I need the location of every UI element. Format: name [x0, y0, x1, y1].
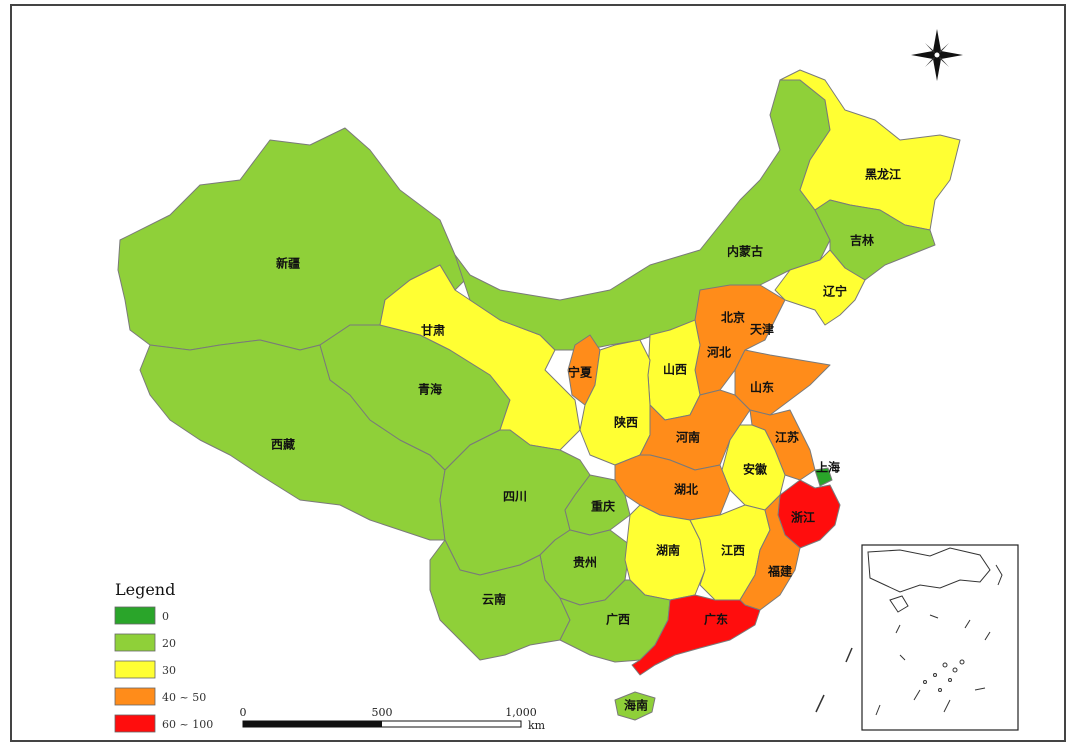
legend-label: 0 [162, 610, 169, 623]
scale-unit: km [528, 719, 546, 732]
label-liaoning: 辽宁 [823, 284, 847, 299]
legend-swatch [114, 714, 156, 733]
legend-label: 60 ~ 100 [162, 718, 213, 731]
province-hubei [614, 454, 731, 521]
legend-label: 30 [162, 664, 176, 677]
label-hubei: 湖北 [674, 482, 698, 497]
label-beijing: 北京 [721, 310, 745, 325]
label-jiangsu: 江苏 [775, 430, 799, 445]
label-shanghai: 上海 [816, 460, 840, 475]
province-gansu [379, 264, 581, 451]
label-shandong: 山东 [750, 380, 774, 395]
label-guizhou: 贵州 [573, 555, 597, 570]
scale-tick-1000: 1,000 [505, 706, 537, 719]
label-neimenggu: 内蒙古 [727, 244, 763, 259]
scale-bar: 0 500 1,000 km [240, 706, 546, 732]
province-shanghai [814, 467, 833, 487]
label-qinghai: 青海 [418, 382, 442, 397]
legend: Legend 0 20 30 40 ~ 50 60 ~ 100 [114, 580, 213, 733]
legend-label: 40 ~ 50 [162, 691, 206, 704]
label-hainan: 海南 [624, 698, 648, 713]
province-labels: 新疆 西藏 青海 甘肃 内蒙古 黑龙江 吉林 辽宁 北京 天津 河北 山西 山东… [271, 167, 901, 713]
label-sichuan: 四川 [503, 490, 527, 504]
label-henan: 河南 [675, 430, 700, 445]
label-tianjin: 天津 [750, 322, 774, 337]
label-xizang: 西藏 [271, 437, 295, 452]
legend-title: Legend [115, 580, 175, 599]
compass-rose-icon [911, 29, 963, 81]
label-jiangxi: 江西 [721, 543, 745, 558]
legend-swatch [114, 633, 156, 652]
label-shanxi: 山西 [663, 362, 687, 377]
label-hebei: 河北 [706, 345, 731, 360]
label-shaanxi: 陕西 [614, 415, 638, 430]
province-fujian [739, 494, 801, 611]
legend-label: 20 [162, 637, 176, 650]
label-fujian: 福建 [767, 564, 793, 579]
label-guangdong: 广东 [704, 612, 728, 627]
label-gansu: 甘肃 [421, 323, 445, 338]
label-ningxia: 宁夏 [568, 365, 593, 380]
label-anhui: 安徽 [743, 462, 768, 477]
province-hunan [624, 504, 706, 601]
label-yunnan: 云南 [482, 592, 506, 607]
province-chongqing [564, 474, 631, 536]
province-hainan [614, 691, 656, 721]
legend-swatch [114, 660, 156, 679]
scale-tick-500: 500 [372, 706, 393, 719]
label-hunan: 湖南 [656, 543, 680, 558]
scale-tick-0: 0 [240, 706, 247, 719]
inset-map [861, 544, 1019, 731]
label-xinjiang: 新疆 [276, 256, 300, 271]
label-chongqing: 重庆 [591, 499, 615, 514]
legend-swatch [114, 687, 156, 706]
province-guangdong [631, 594, 761, 676]
south-sea-island-marks [815, 647, 853, 713]
label-guangxi: 广西 [606, 612, 630, 627]
legend-swatch [114, 606, 156, 625]
label-heilongjiang: 黑龙江 [865, 167, 901, 182]
label-jilin: 吉林 [850, 233, 874, 248]
label-zhejiang: 浙江 [791, 510, 815, 525]
provinces [117, 69, 961, 721]
